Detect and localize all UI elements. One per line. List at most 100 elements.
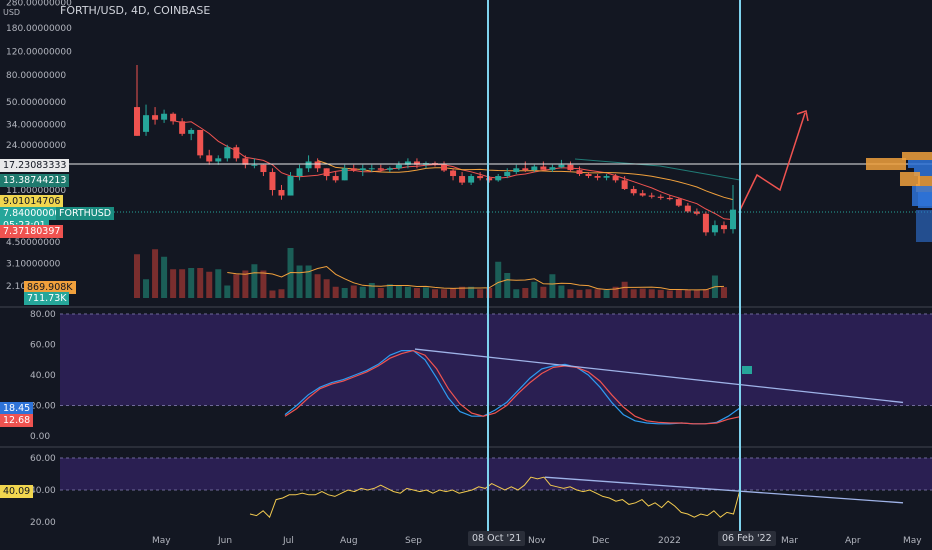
candle-body: [477, 176, 484, 179]
time-axis-tick: May: [152, 536, 171, 546]
candle-body: [567, 164, 574, 171]
stoch-k-line: [284, 350, 741, 425]
rsi-axis-tick: 60.00: [30, 454, 56, 464]
volume-profile-bar: [866, 158, 906, 170]
volume-bar: [134, 254, 140, 298]
candle-body: [603, 176, 610, 178]
volume-profile-bar: [900, 172, 920, 186]
price-axis-tick: 50.00000000: [6, 98, 66, 108]
volume-bar: [242, 270, 249, 298]
chart-symbol-title: FORTH/USD, 4D, COINBASE: [60, 4, 211, 17]
candle-body: [450, 170, 457, 177]
candle-body: [188, 129, 195, 134]
candle-body: [711, 225, 718, 233]
volume-bar: [504, 273, 511, 298]
volume-bar: [395, 285, 402, 298]
candle-body: [359, 168, 366, 171]
volume-bar: [161, 256, 168, 298]
volume-bar: [215, 269, 222, 298]
volume-bar: [441, 289, 448, 298]
candle-body: [684, 205, 691, 212]
volume-bar: [702, 289, 709, 298]
rsi-value-tag: 40.09: [0, 485, 34, 498]
volume-bar: [486, 288, 493, 298]
stoch-trendline: [414, 348, 904, 404]
candle-body: [441, 164, 448, 171]
volume-bar: [684, 289, 691, 298]
currency-label: USD: [3, 8, 21, 17]
volume-bar: [377, 288, 384, 298]
stoch-axis-tick: 40.00: [30, 371, 56, 381]
candle-body: [161, 113, 168, 120]
volume-bar: [576, 289, 583, 298]
volume-ma-line: [227, 265, 725, 291]
candle-body: [170, 113, 177, 122]
candle-body: [549, 167, 556, 170]
time-axis-tick: Aug: [340, 536, 358, 546]
stoch-d-tag: 12.68: [0, 414, 34, 427]
time-axis-tick: 2022: [658, 536, 681, 546]
candle-body: [675, 199, 682, 206]
candle-body: [657, 196, 664, 198]
stoch-axis-tick: 0.00: [30, 432, 50, 442]
candle-body: [215, 158, 222, 162]
rsi-trendline: [544, 476, 904, 504]
volume-bar: [495, 261, 502, 298]
volume-bar: [666, 290, 673, 298]
volume-bar: [450, 288, 457, 298]
volume-bar: [720, 287, 727, 298]
volume-bar: [558, 285, 565, 298]
volume-bar: [639, 288, 646, 298]
candle-body: [251, 164, 258, 166]
ma3-price-tag: 7.37180397: [0, 225, 64, 238]
candle-body: [233, 147, 240, 159]
date-tag-oct: 08 Oct '21: [468, 531, 526, 546]
volume-profile-bar: [908, 160, 932, 168]
volume-bar: [459, 286, 466, 298]
volume-bar: [224, 285, 231, 298]
current-price-tag: 17.23083333: [0, 159, 70, 172]
volume-bar: [359, 286, 366, 298]
candle-body: [693, 211, 700, 214]
candle-body: [720, 225, 727, 230]
candle-body: [468, 176, 475, 183]
candle-body: [206, 155, 213, 162]
stoch-flag: [742, 366, 752, 374]
volume-bar: [567, 289, 574, 298]
candle-body: [540, 166, 547, 170]
volume-bar: [278, 289, 285, 298]
volume-bar: [206, 271, 213, 298]
volume-bar: [269, 290, 276, 298]
volume-bar: [386, 284, 393, 298]
candle-body: [513, 168, 520, 173]
volume-profile-bar: [902, 152, 932, 160]
candle-body: [242, 158, 249, 165]
volume-ma-tag: 711.73K: [24, 292, 70, 305]
volume-bar: [621, 281, 628, 298]
candle-body: [531, 166, 538, 171]
volume-bar: [422, 287, 429, 298]
candle-body: [702, 213, 709, 233]
volume-bar: [657, 289, 664, 298]
volume-profile-bar: [914, 168, 932, 176]
volume-bar: [341, 288, 348, 298]
candle-body: [269, 172, 276, 191]
volume-bar: [549, 274, 556, 298]
volume-bar: [648, 289, 655, 298]
candle-body: [143, 115, 150, 132]
candle-body: [639, 193, 646, 196]
time-axis-tick: Jul: [282, 536, 294, 546]
volume-bar: [477, 289, 484, 298]
volume-bar: [468, 286, 475, 298]
volume-bar: [197, 268, 204, 298]
price-axis-tick: 120.00000000: [6, 47, 72, 57]
candle-body: [314, 161, 321, 169]
volume-bar: [585, 289, 592, 298]
candle-body: [278, 190, 285, 196]
ticker-tag: FORTHUSD: [56, 207, 115, 220]
candle-body: [576, 170, 583, 174]
volume-bar: [531, 281, 538, 298]
volume-bar: [260, 270, 267, 298]
candle-body: [287, 176, 294, 196]
